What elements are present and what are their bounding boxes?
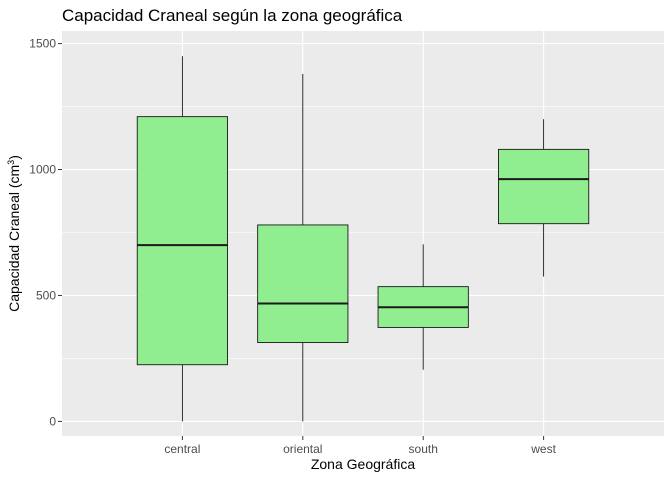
x-tick-label: oriental bbox=[283, 442, 322, 456]
box-iqr bbox=[136, 116, 229, 366]
chart-title: Capacidad Craneal según la zona geográfi… bbox=[62, 6, 403, 25]
x-axis-title: Zona Geográfica bbox=[311, 456, 415, 472]
box-iqr bbox=[257, 224, 349, 344]
box-oriental bbox=[257, 73, 349, 422]
x-tick-label: central bbox=[164, 442, 200, 456]
y-tick-label: 0 bbox=[49, 414, 56, 428]
y-tick-label: 1000 bbox=[29, 163, 56, 177]
y-axis-title-main: Capacidad Craneal (cm bbox=[6, 165, 22, 312]
box-south bbox=[377, 244, 469, 370]
box-iqr bbox=[498, 148, 590, 225]
y-tick-label: 500 bbox=[36, 288, 56, 302]
x-tick-label: west bbox=[530, 442, 556, 456]
axes: 0 500 1000 1500 central oriental south west bbox=[29, 37, 556, 456]
x-tick-label: south bbox=[409, 442, 438, 456]
y-axis-title-superscript: 3 bbox=[6, 160, 16, 165]
y-axis-title-close: ) bbox=[6, 155, 22, 160]
y-axis-title: Capacidad Craneal (cm3) bbox=[6, 155, 22, 312]
y-tick-label: 1500 bbox=[29, 37, 56, 51]
boxes bbox=[136, 56, 590, 422]
box-west bbox=[498, 119, 590, 277]
box-central bbox=[136, 56, 229, 422]
